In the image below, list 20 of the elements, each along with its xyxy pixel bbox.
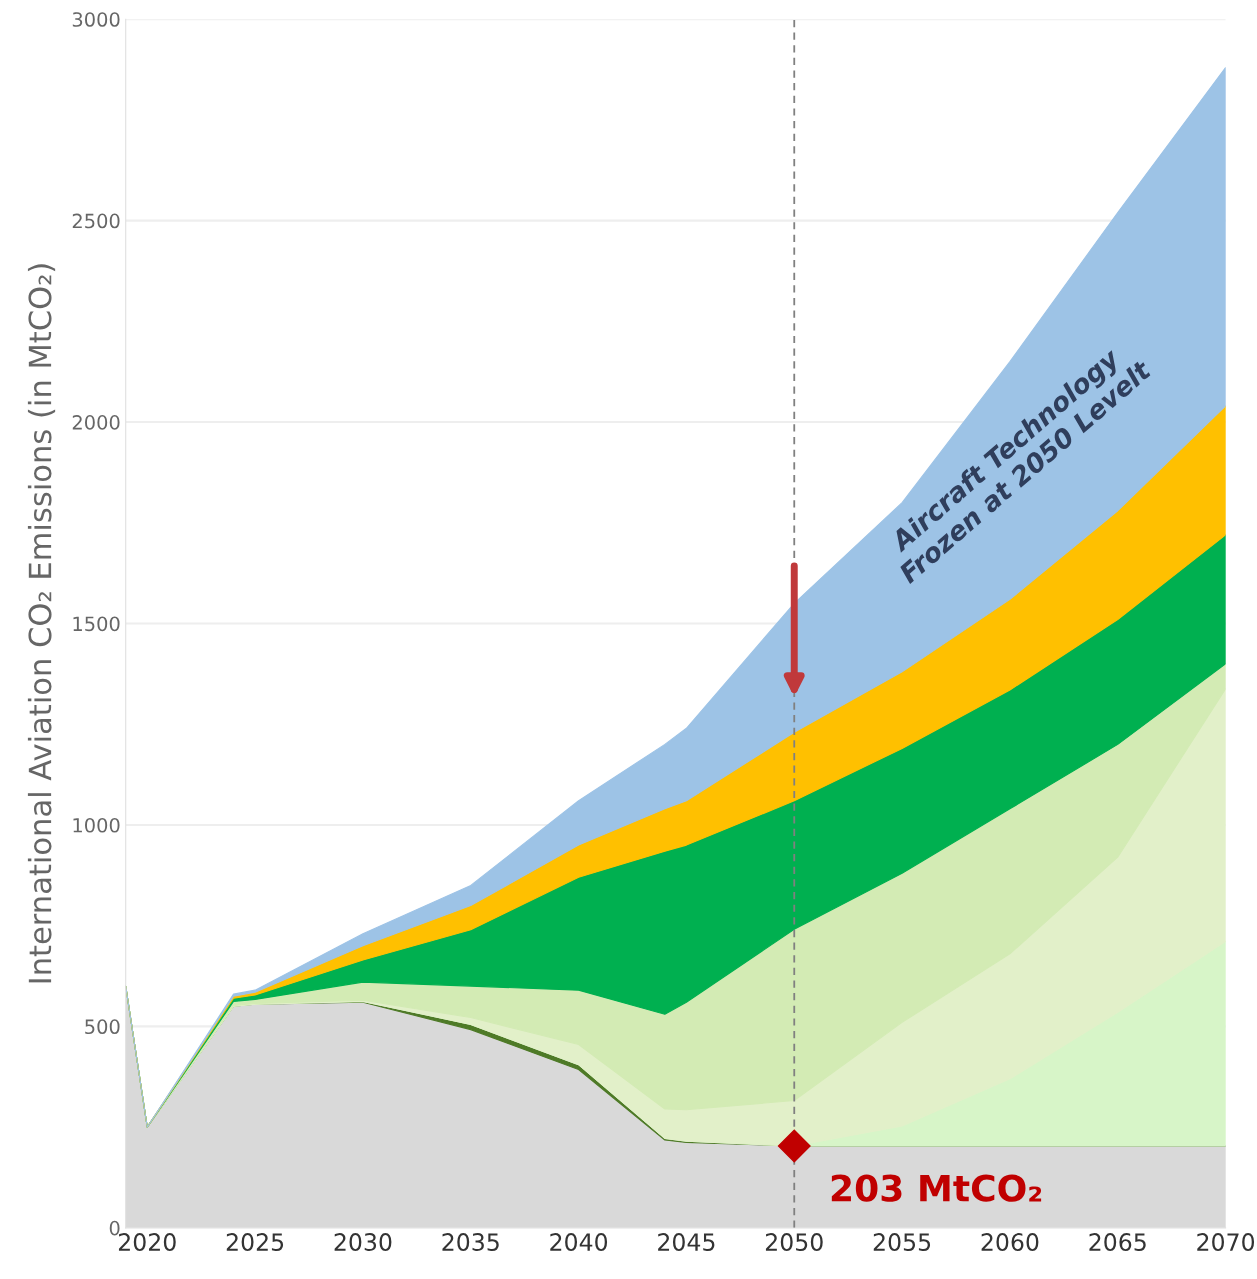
- y-tick-label: 1500: [73, 616, 120, 632]
- annotation: 203 MtCO₂: [831, 1174, 1042, 1202]
- x-tick-label: 2070: [1197, 1233, 1255, 1251]
- x-tick-label: 2035: [442, 1233, 499, 1251]
- y-axis-title: International Aviation CO₂ Emissions (in MtCO₂): [27, 264, 56, 983]
- y-tick-label: 3000: [72, 12, 120, 27]
- x-tick-label: 2030: [334, 1233, 392, 1251]
- y-tick-label: 0: [109, 1220, 120, 1236]
- x-tick-label: 2055: [873, 1233, 931, 1251]
- x-tick-label: 2045: [658, 1233, 715, 1251]
- x-tick-label: 2025: [226, 1233, 284, 1251]
- y-tick-label: 2500: [72, 213, 120, 229]
- x-tick-label: 2060: [981, 1233, 1039, 1251]
- x-tick-label: 2020: [118, 1233, 176, 1251]
- y-tick-label: 2000: [72, 415, 120, 430]
- y-tick-label: 500: [85, 1019, 120, 1035]
- x-tick-label: 2050: [765, 1233, 823, 1251]
- y-tick-label: 1000: [73, 817, 120, 833]
- x-tick-label: 2040: [550, 1233, 608, 1251]
- x-tick-label: 2065: [1089, 1233, 1146, 1251]
